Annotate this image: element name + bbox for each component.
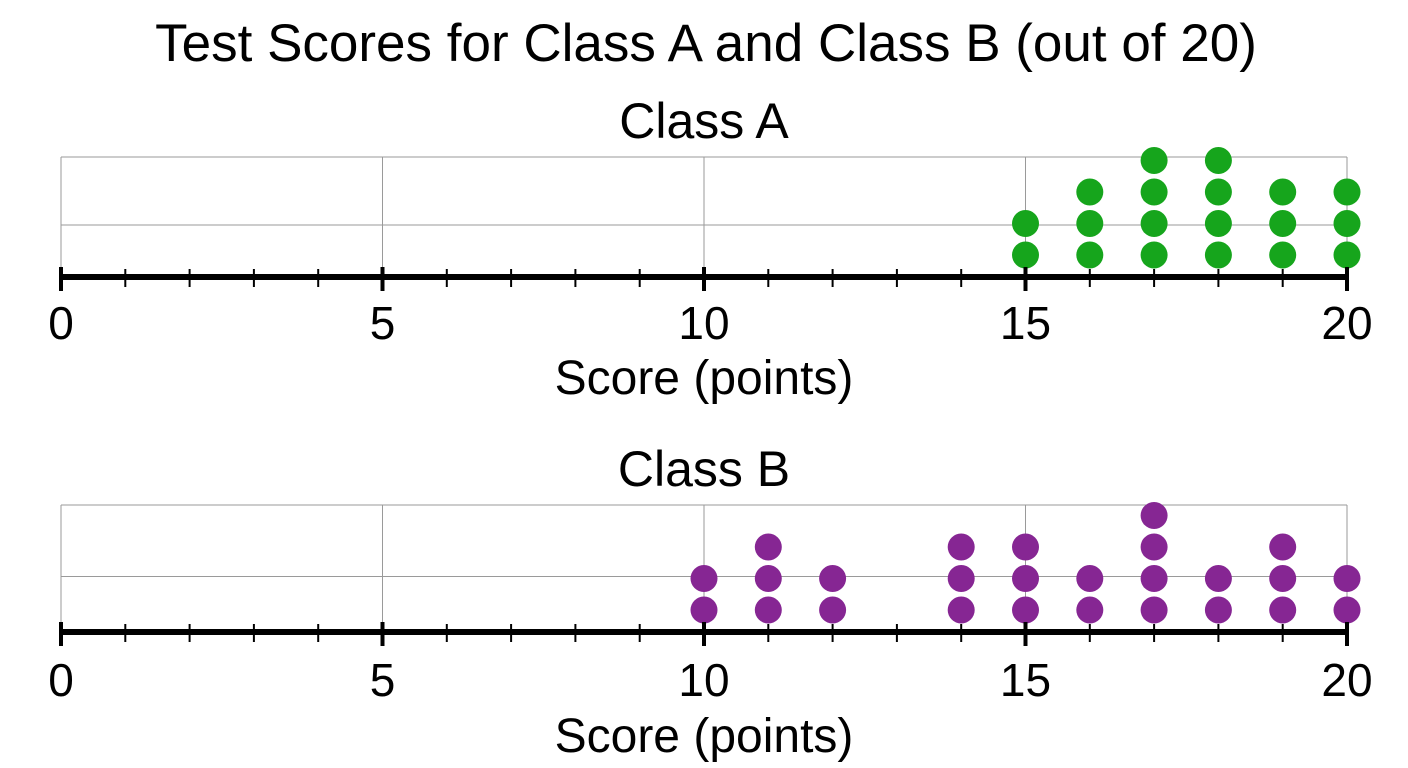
class-b-title: Class B	[618, 441, 790, 497]
class-b-dots	[690, 502, 1361, 624]
data-dot	[819, 596, 847, 624]
x-tick-label: 10	[678, 297, 729, 349]
data-dot	[1333, 210, 1361, 237]
x-tick-label: 0	[48, 654, 74, 706]
x-tick-label: 15	[1000, 297, 1051, 349]
data-dot	[1333, 565, 1361, 592]
data-dot	[690, 565, 718, 592]
class-a-panel: Class A 0 5 10 15 20 Score (points)	[48, 93, 1372, 405]
data-dot	[1140, 178, 1168, 206]
data-dot	[1076, 565, 1104, 592]
data-dot	[1076, 210, 1104, 237]
data-dot	[1204, 241, 1232, 269]
data-dot	[1269, 596, 1297, 624]
data-dot	[1269, 533, 1297, 561]
x-tick-label: 5	[370, 297, 396, 349]
data-dot	[1140, 565, 1168, 592]
data-dot	[690, 596, 718, 624]
data-dot	[1333, 241, 1361, 269]
x-tick-label: 15	[1000, 654, 1051, 706]
data-dot	[754, 533, 782, 561]
class-a-title: Class A	[619, 93, 789, 149]
x-tick-label: 20	[1321, 654, 1372, 706]
x-tick-label: 10	[678, 654, 729, 706]
class-a-dots	[1012, 147, 1361, 269]
class-b-x-axis-label: Score (points)	[555, 710, 854, 763]
data-dot	[1333, 178, 1361, 206]
data-dot	[1140, 210, 1168, 237]
data-dot	[819, 565, 847, 592]
data-dot	[1204, 596, 1232, 624]
data-dot	[754, 596, 782, 624]
data-dot	[1204, 178, 1232, 206]
data-dot	[1012, 565, 1039, 592]
data-dot	[1012, 596, 1039, 624]
x-tick-label: 5	[370, 654, 396, 706]
data-dot	[1140, 241, 1168, 269]
data-dot	[1269, 210, 1297, 237]
data-dot	[1140, 533, 1168, 561]
data-dot	[1076, 178, 1104, 206]
class-b-axis	[59, 622, 1349, 646]
data-dot	[1076, 596, 1104, 624]
data-dot	[1140, 502, 1168, 529]
data-dot	[1269, 178, 1297, 206]
data-dot	[754, 565, 782, 592]
x-tick-label: 0	[48, 297, 74, 349]
data-dot	[1269, 565, 1297, 592]
figure-title: Test Scores for Class A and Class B (out…	[155, 14, 1257, 73]
class-b-tick-labels: 0 5 10 15 20	[48, 654, 1372, 706]
data-dot	[1204, 147, 1232, 174]
x-tick-label: 20	[1321, 297, 1372, 349]
data-dot	[1204, 565, 1232, 592]
data-dot	[1140, 596, 1168, 624]
data-dot	[1333, 596, 1361, 624]
class-b-panel: Class B 0 5 10 15 20 Score (points)	[48, 441, 1372, 763]
class-a-x-axis-label: Score (points)	[555, 352, 854, 405]
data-dot	[1012, 241, 1039, 269]
data-dot	[1140, 147, 1168, 174]
class-a-axis	[59, 267, 1349, 291]
data-dot	[1012, 210, 1039, 237]
class-a-tick-labels: 0 5 10 15 20	[48, 297, 1372, 349]
data-dot	[1204, 210, 1232, 237]
data-dot	[947, 565, 975, 592]
data-dot	[947, 533, 975, 561]
data-dot	[1012, 533, 1039, 561]
data-dot	[947, 596, 975, 624]
data-dot	[1076, 241, 1104, 269]
data-dot	[1269, 241, 1297, 269]
